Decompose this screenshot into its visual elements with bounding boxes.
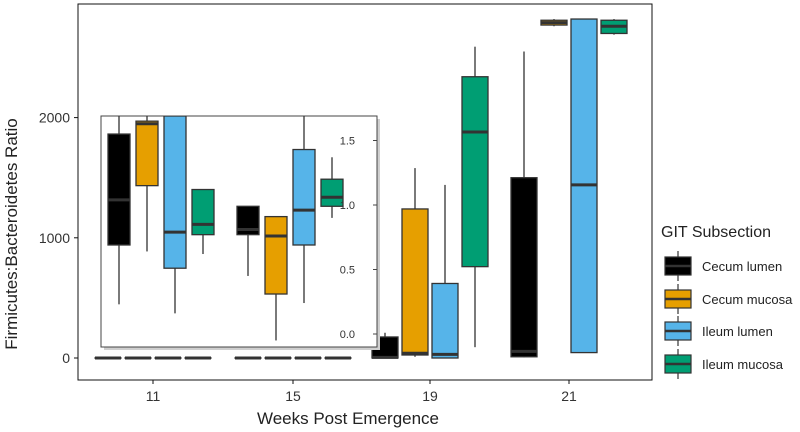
inset-box-ileum-mucosa-15-box: [320, 178, 344, 207]
legend-label: Ileum mucosa: [702, 357, 784, 372]
main-box-ileum-mucosa-19-box: [461, 76, 489, 268]
y-tick-label: 0: [62, 350, 70, 366]
main-axes: 0 1000 2000 11 15 19 21: [39, 110, 577, 404]
x-tick-label: 19: [422, 388, 438, 404]
main-box-cecum-mucosa-19-box: [401, 208, 429, 356]
inset-box-cecum-mucosa-11-box: [135, 120, 159, 187]
inset-boxes: [107, 116, 344, 341]
inset-box-cecum-lumen-11-box: [107, 133, 131, 246]
legend-label: Ileum lumen: [702, 324, 773, 339]
inset-box-cecum-lumen-15-box: [236, 205, 260, 236]
inset-box-cecum-mucosa-15-box: [264, 215, 288, 295]
y-tick-label: 2000: [39, 110, 70, 126]
legend: GIT Subsection Cecum lumen Cecum mucosa Ile…: [661, 224, 793, 379]
x-tick-label: 11: [146, 388, 161, 404]
y-tick-label: 1000: [39, 230, 70, 246]
x-tick-label: 15: [285, 388, 301, 404]
inset-box-ileum-lumen-11-box: [163, 116, 187, 269]
x-tick-label: 21: [561, 388, 577, 404]
main-box-ileum-lumen-19-box: [431, 282, 459, 359]
legend-title: GIT Subsection: [661, 224, 771, 241]
inset-y-tick-label: 0.5: [340, 265, 355, 277]
legend-label: Cecum lumen: [702, 259, 782, 274]
legend-label: Cecum mucosa: [702, 292, 793, 307]
inset-plot: 0.0 0.5 1.0 1.5: [100, 115, 380, 350]
inset-y-tick-label: 0.0: [340, 329, 355, 341]
y-axis-label: Firmicutes:Bacteroidetes Ratio: [2, 118, 21, 349]
inset-y-tick-label: 1.0: [340, 200, 355, 212]
main-box-cecum-lumen-21-box: [510, 177, 538, 358]
inset-box-ileum-lumen-15-box: [292, 148, 316, 246]
inset-y-tick-label: 1.5: [340, 136, 355, 148]
x-axis-label: Weeks Post Emergence: [257, 409, 439, 428]
inset-box-ileum-mucosa-11-box: [191, 188, 215, 236]
